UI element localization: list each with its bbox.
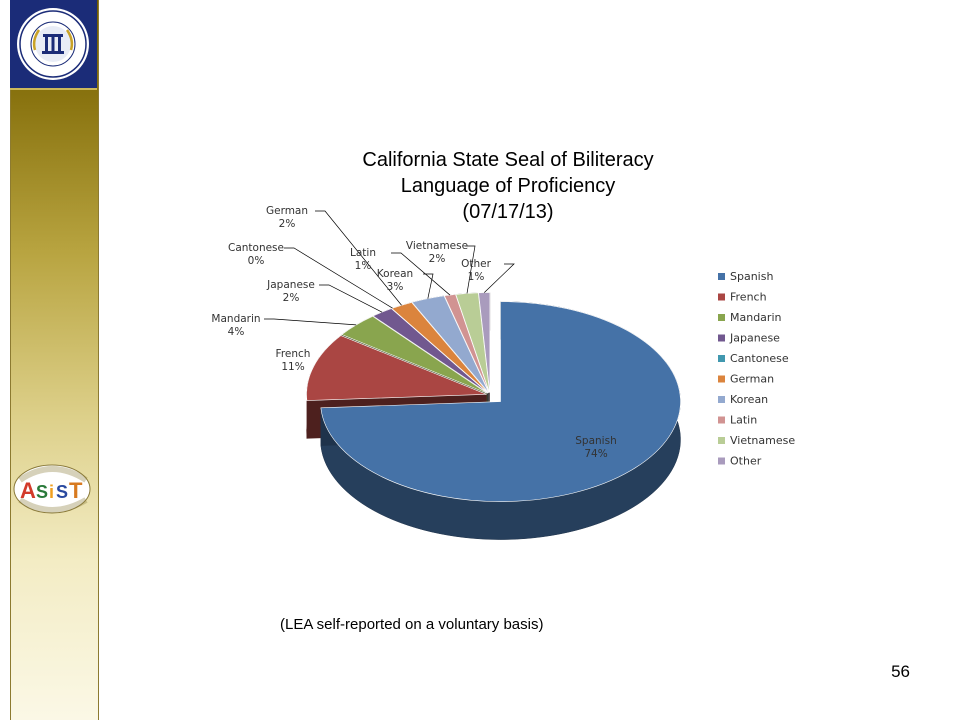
data-label-name-cantonese: Cantonese — [228, 242, 284, 254]
data-label-value-german: 2% — [279, 218, 296, 230]
legend-label-korean: Korean — [730, 393, 768, 406]
data-label-value-french: 11% — [281, 361, 304, 373]
data-label-name-german: German — [266, 205, 308, 217]
sidebar-band — [10, 0, 99, 720]
legend-swatch-vietnamese — [718, 437, 725, 444]
legend-swatch-japanese — [718, 334, 725, 342]
data-label-value-other: 1% — [468, 271, 485, 283]
data-label-name-korean: Korean — [377, 268, 413, 280]
chart-title: California State Seal of Biliteracy Langu… — [362, 149, 653, 223]
legend-swatch-mandarin — [718, 314, 725, 321]
data-label-value-spanish: 74% — [584, 448, 607, 460]
data-label-name-latin: Latin — [350, 247, 376, 259]
chart-legend: Spanish French Mandarin Japanese Cantonese Ge… — [718, 270, 795, 468]
data-label-name-mandarin: Mandarin — [211, 313, 260, 325]
asist-logo: A S i S T — [6, 458, 102, 520]
data-label-value-vietnamese: 2% — [429, 253, 446, 265]
legend-label-latin: Latin — [730, 414, 757, 427]
chart-title-line: California State Seal of Biliteracy — [362, 149, 653, 171]
legend-label-japanese: Japanese — [729, 332, 780, 345]
legend-swatch-other — [718, 457, 725, 465]
svg-text:T: T — [69, 478, 83, 503]
data-label-name-vietnamese: Vietnamese — [406, 240, 468, 252]
data-label-name-japanese: Japanese — [266, 279, 315, 291]
leader-line-german — [315, 210, 402, 306]
legend-label-german: German — [730, 373, 774, 386]
chart-title-line: (07/17/13) — [462, 201, 553, 223]
page-number: 56 — [891, 662, 910, 681]
svg-text:i: i — [49, 482, 54, 502]
svg-text:S: S — [56, 482, 68, 502]
legend-swatch-spanish — [718, 273, 725, 280]
leader-line-mandarin — [264, 318, 357, 326]
legend-swatch-cantonese — [718, 355, 725, 362]
legend-label-vietnamese: Vietnamese — [730, 434, 795, 447]
data-label-value-japanese: 2% — [283, 292, 300, 304]
pie-slice-french — [306, 335, 487, 401]
legend-swatch-french — [718, 293, 725, 301]
leader-line-vietnamese — [465, 245, 476, 294]
legend-label-spanish: Spanish — [730, 270, 773, 283]
data-label-name-other: Other — [461, 258, 491, 270]
fresno-county-logo — [10, 0, 97, 90]
footnote: (LEA self-reported on a voluntary basis) — [280, 616, 544, 633]
data-label-name-spanish: Spanish — [575, 435, 616, 447]
legend-swatch-latin — [718, 416, 725, 424]
pie-slice-mandarin — [341, 315, 488, 394]
legend-swatch-korean — [718, 396, 725, 403]
legend-label-other: Other — [730, 455, 762, 468]
data-label-value-latin: 1% — [355, 260, 372, 272]
svg-text:S: S — [36, 482, 48, 502]
data-label-value-cantonese: 0% — [248, 255, 265, 267]
data-label-value-mandarin: 4% — [228, 326, 245, 338]
leader-line-latin — [391, 252, 451, 296]
leader-line-other — [483, 263, 515, 293]
legend-label-mandarin: Mandarin — [730, 311, 782, 324]
data-label-name-french: French — [276, 348, 311, 360]
leader-line-japanese — [319, 284, 383, 313]
pie-slice-spanish — [320, 301, 681, 502]
data-label-value-korean: 3% — [387, 281, 404, 293]
leader-line-cantonese — [284, 247, 393, 309]
legend-label-cantonese: Cantonese — [730, 352, 789, 365]
pie-slice-korean — [411, 295, 490, 393]
legend-swatch-german — [718, 375, 725, 383]
leader-line-korean — [423, 273, 434, 299]
svg-text:A: A — [20, 478, 36, 503]
legend-label-french: French — [730, 291, 767, 304]
chart-title-line: Language of Proficiency — [401, 175, 616, 197]
